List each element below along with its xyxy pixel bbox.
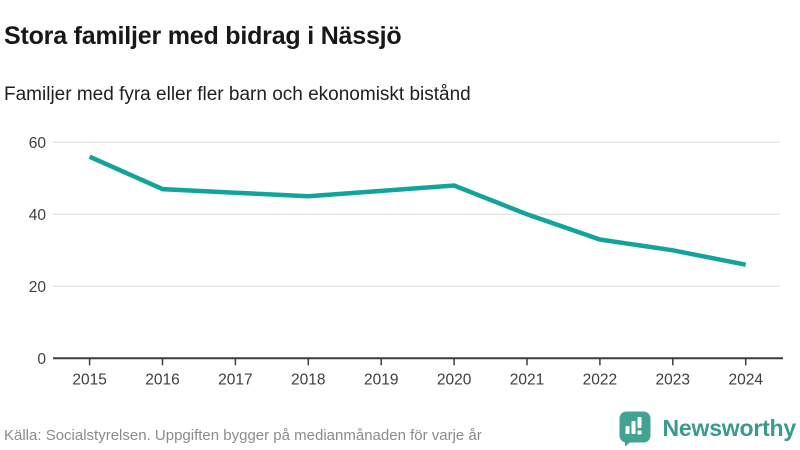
y-axis-tick-label: 0 bbox=[37, 351, 46, 368]
chart-title: Stora familjer med bidrag i Nässjö bbox=[4, 21, 402, 50]
x-axis-tick-label: 2020 bbox=[437, 371, 472, 388]
x-axis-tick-label: 2021 bbox=[510, 371, 544, 388]
data-series-line bbox=[88, 154, 747, 267]
x-axis-tick-label: 2022 bbox=[583, 371, 617, 388]
brand-logo: Newsworthy bbox=[617, 409, 796, 447]
brand-wordmark: Newsworthy bbox=[662, 414, 797, 441]
y-axis-tick-label: 60 bbox=[29, 135, 47, 152]
speech-bubble-bar-chart-icon bbox=[619, 411, 651, 447]
x-axis-tick-label: 2016 bbox=[145, 371, 179, 388]
x-axis-tick-label: 2023 bbox=[656, 371, 690, 388]
x-axis-tick-label: 2017 bbox=[218, 371, 252, 388]
x-axis-tick-label: 2015 bbox=[72, 371, 106, 388]
x-axis-tick-label: 2024 bbox=[728, 371, 763, 388]
y-axis-tick-label: 20 bbox=[29, 279, 47, 296]
chart-subtitle: Familjer med fyra eller fler barn och ek… bbox=[4, 83, 471, 105]
x-axis-tick-label: 2019 bbox=[364, 371, 398, 388]
y-axis-tick-label: 40 bbox=[29, 207, 47, 224]
line-chart: 0 20 40 60 2015 2016 2017 2018 2019 2020 2021 2022 2… bbox=[29, 135, 783, 388]
source-note: Källa: Socialstyrelsen. Uppgiften bygger… bbox=[4, 427, 482, 444]
x-axis-tick-label: 2018 bbox=[291, 371, 325, 388]
